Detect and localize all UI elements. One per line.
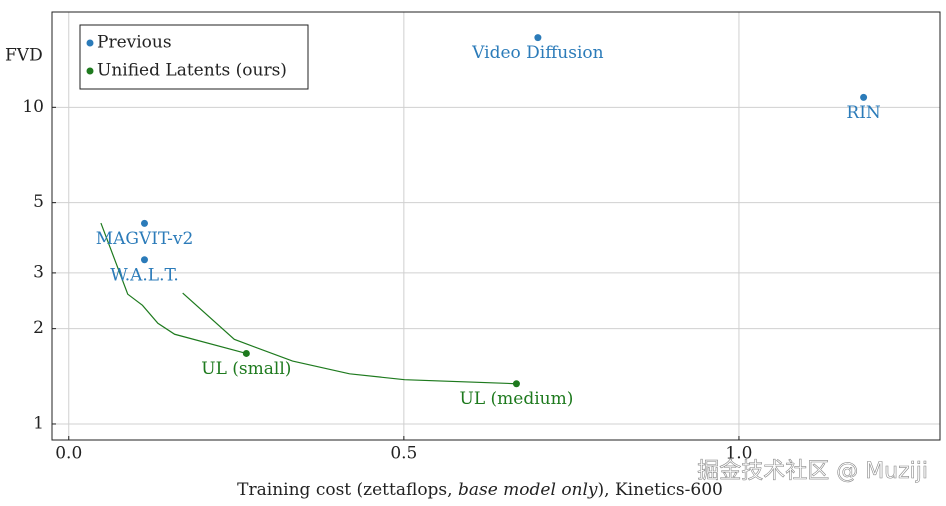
y-tick-label: 5 xyxy=(33,192,44,212)
y-tick-label: 1 xyxy=(33,413,44,433)
legend-marker xyxy=(86,39,94,47)
x-axis-label-part: base model only xyxy=(458,480,598,500)
point-label: MAGVIT-v2 xyxy=(96,229,194,249)
y-tick-label: 3 xyxy=(33,262,44,282)
legend-label: Previous xyxy=(97,33,172,53)
data-point xyxy=(512,380,520,388)
data-point xyxy=(242,349,250,357)
y-tick-label: 2 xyxy=(33,318,44,338)
data-point xyxy=(860,93,868,101)
point-label: UL (small) xyxy=(201,359,291,379)
curve xyxy=(100,222,247,355)
point-label: Video Diffusion xyxy=(471,43,603,63)
x-tick-label: 1.0 xyxy=(725,444,752,464)
data-point xyxy=(534,34,542,42)
data-point xyxy=(140,219,148,227)
point-label: UL (medium) xyxy=(460,389,574,409)
watermark: 掘金技术社区 @ Muziji xyxy=(697,459,928,484)
legend-marker xyxy=(86,67,94,75)
data-point xyxy=(140,256,148,264)
x-tick-label: 0.5 xyxy=(390,444,417,464)
grid-layer xyxy=(52,12,940,440)
x-tick-label: 0.0 xyxy=(55,444,82,464)
legend-box xyxy=(79,24,309,90)
x-axis-label: Training cost (zettaflops, base model on… xyxy=(237,480,723,500)
y-axis-label: FVD xyxy=(5,46,43,66)
y-tick-label: 10 xyxy=(22,97,44,117)
x-axis-label-part: Training cost (zettaflops, xyxy=(237,480,458,500)
point-label: RIN xyxy=(846,103,881,123)
x-axis-label-part: ), Kinetics-600 xyxy=(598,480,723,500)
curve xyxy=(182,292,517,385)
point-label: W.A.L.T. xyxy=(110,265,179,285)
legend-label: Unified Latents (ours) xyxy=(97,61,287,81)
plot-frame xyxy=(51,11,941,441)
